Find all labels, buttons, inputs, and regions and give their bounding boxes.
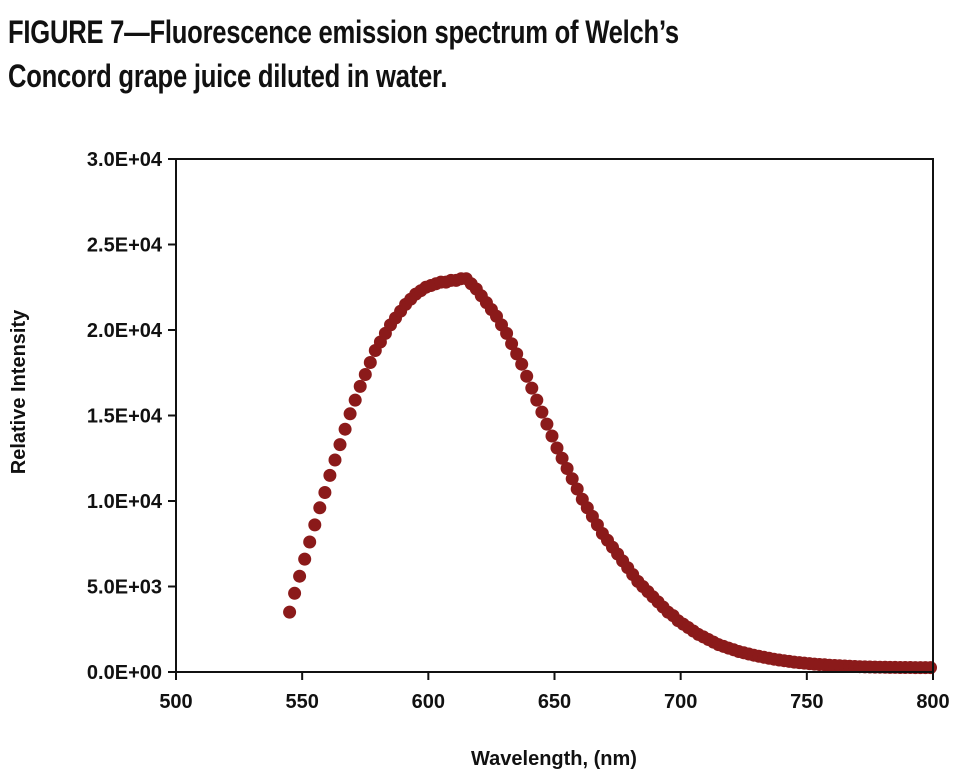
y-tick-label: 3.0E+04 [87,149,163,171]
data-point [550,441,564,455]
x-tick-label: 700 [664,691,697,713]
data-point [525,381,539,395]
data-point [358,368,372,381]
data-point [530,393,544,407]
caption-line-1: FIGURE 7—Fluorescence emission spectrum … [8,14,679,50]
data-point [318,486,332,499]
data-point [328,453,342,467]
y-axis-title: Relative Intensity [8,309,30,474]
x-tick-label: 650 [538,691,571,713]
data-point [343,407,357,421]
x-tick-label: 600 [412,691,445,713]
x-tick-label: 800 [916,691,949,713]
data-point [565,472,579,486]
data-points-group [283,272,937,675]
data-point [293,569,307,583]
x-tick-label: 550 [285,691,318,713]
data-point [333,438,347,452]
data-point [303,535,317,549]
data-point [555,451,569,465]
data-point [363,356,377,369]
data-point [560,462,574,475]
data-point [510,347,524,361]
y-tick-label: 5.0E+03 [87,577,162,599]
data-point [338,422,352,436]
y-tick-label: 1.5E+04 [87,406,163,428]
x-axis: 500 550 600 650 700 750 800 [159,672,950,713]
data-point [323,468,337,482]
y-tick-label: 0.0E+00 [87,662,162,684]
data-point [348,393,362,407]
data-point [288,586,302,600]
y-tick-label: 2.5E+04 [87,235,163,257]
data-point [500,326,514,340]
data-point [313,501,327,515]
data-point [298,552,312,566]
data-point [545,429,559,443]
data-point [505,337,519,351]
data-point [570,482,584,496]
data-point [520,369,534,383]
caption-line-2: Concord grape juice diluted in water. [8,58,448,94]
figure-caption: FIGURE 7—Fluorescence emission spectrum … [8,10,728,98]
data-point [515,357,529,371]
data-point [540,417,554,431]
x-tick-label: 500 [159,691,192,713]
data-point [353,379,367,393]
data-point [283,605,297,619]
y-tick-label: 2.0E+04 [87,320,163,342]
x-tick-label: 750 [790,691,823,713]
y-tick-label: 1.0E+04 [87,491,163,513]
y-axis: 0.0E+00 5.0E+03 1.0E+04 1.5E+04 2.0E+04 2.5E+… [87,149,176,684]
data-point [308,518,322,532]
x-axis-title: Wavelength, (nm) [471,748,637,770]
data-point [535,405,549,419]
